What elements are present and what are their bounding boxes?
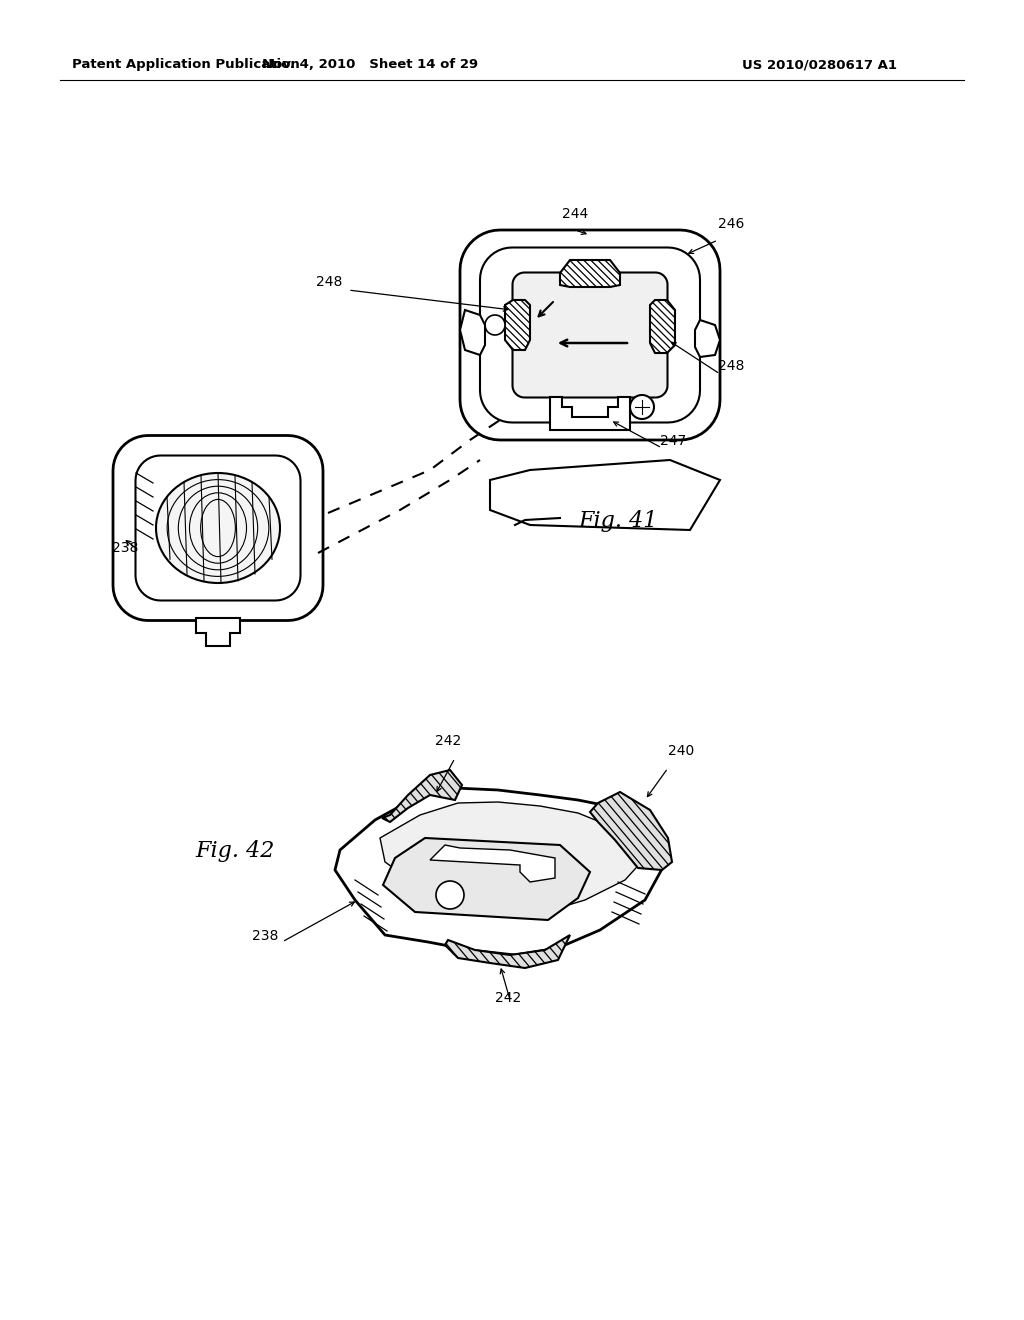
Polygon shape	[196, 618, 240, 645]
Circle shape	[436, 880, 464, 909]
Text: 240: 240	[668, 744, 694, 758]
Polygon shape	[550, 397, 630, 430]
Circle shape	[630, 395, 654, 418]
Polygon shape	[383, 838, 590, 920]
Circle shape	[485, 315, 505, 335]
Ellipse shape	[156, 473, 280, 583]
Text: Nov. 4, 2010   Sheet 14 of 29: Nov. 4, 2010 Sheet 14 of 29	[262, 58, 478, 71]
Text: 244: 244	[562, 207, 588, 220]
Polygon shape	[430, 845, 555, 882]
Text: Fig. 42: Fig. 42	[195, 840, 274, 862]
Polygon shape	[490, 459, 720, 531]
Text: 238: 238	[112, 541, 138, 554]
Text: 248: 248	[315, 275, 342, 289]
Polygon shape	[480, 248, 700, 422]
Polygon shape	[113, 436, 323, 620]
Polygon shape	[382, 770, 462, 822]
Text: 238: 238	[252, 929, 278, 942]
Text: 242: 242	[495, 991, 521, 1005]
Polygon shape	[590, 792, 672, 870]
Text: 246: 246	[718, 216, 744, 231]
Polygon shape	[335, 788, 668, 954]
Polygon shape	[505, 300, 530, 350]
Polygon shape	[135, 455, 300, 601]
Text: Fig. 41: Fig. 41	[578, 510, 657, 532]
Polygon shape	[380, 803, 645, 912]
Polygon shape	[445, 935, 570, 968]
Text: Patent Application Publication: Patent Application Publication	[72, 58, 300, 71]
Polygon shape	[512, 272, 668, 397]
Polygon shape	[695, 319, 720, 356]
Text: US 2010/0280617 A1: US 2010/0280617 A1	[742, 58, 897, 71]
Polygon shape	[560, 260, 620, 286]
Polygon shape	[650, 300, 675, 352]
Text: 247: 247	[660, 434, 686, 447]
Polygon shape	[460, 230, 720, 440]
Text: 242: 242	[435, 734, 461, 748]
Text: 248: 248	[718, 359, 744, 374]
Polygon shape	[460, 310, 485, 355]
